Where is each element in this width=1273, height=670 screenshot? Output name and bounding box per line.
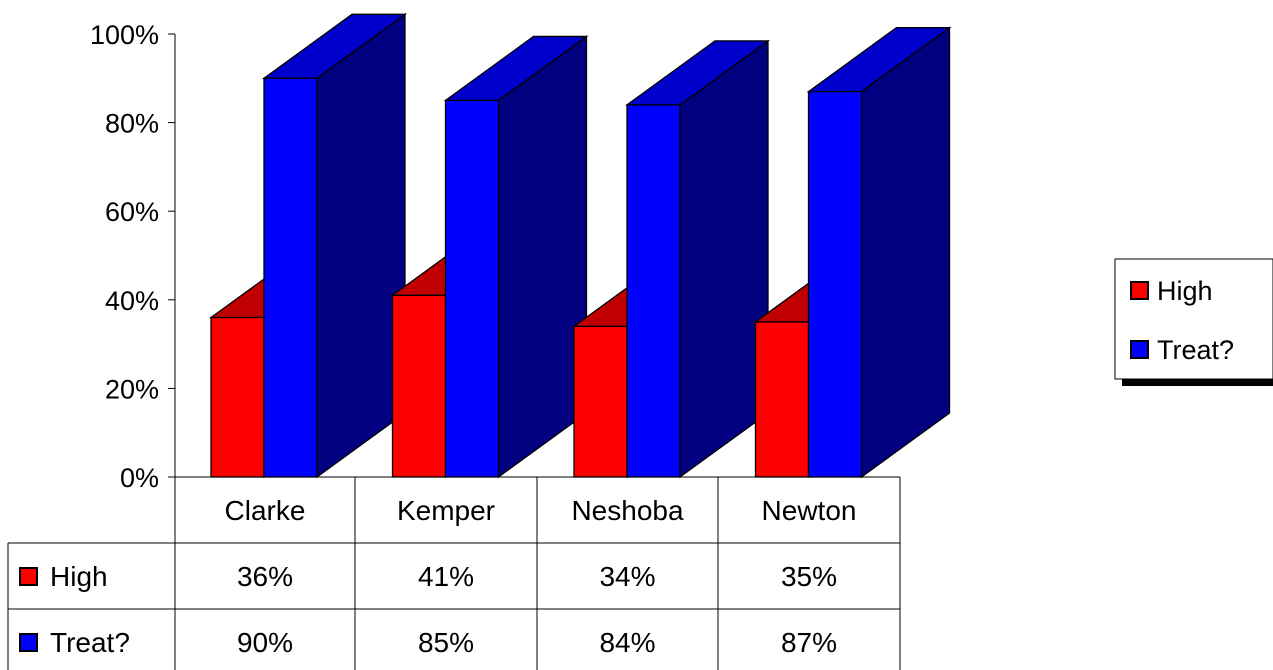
bar-treat-newton bbox=[806, 26, 952, 479]
y-tick-label: 100% bbox=[90, 20, 159, 50]
bar-front-face bbox=[573, 325, 628, 478]
bar-side-face bbox=[679, 39, 769, 479]
bar-side-face bbox=[860, 26, 951, 479]
bar-side-face bbox=[497, 35, 588, 479]
bar-front-face bbox=[210, 316, 265, 478]
table-cell-value: 84% bbox=[599, 627, 655, 658]
bar-treat-neshoba bbox=[625, 39, 770, 479]
bars bbox=[209, 13, 952, 479]
y-tick-label: 40% bbox=[105, 286, 159, 316]
table-header-clarke: Clarke bbox=[225, 495, 306, 526]
data-table: Clarke Kemper Neshoba Newton High 36% 41% 34% 35… bbox=[7, 476, 901, 670]
table-row-label: Treat? bbox=[50, 627, 130, 658]
bar-treat-clarke bbox=[262, 13, 407, 479]
table-cell-value: 90% bbox=[237, 627, 293, 658]
table-row-label: High bbox=[50, 561, 108, 592]
table-cell-value: 87% bbox=[781, 627, 837, 658]
y-axis: 0% 20% 40% 60% 80% 100% bbox=[90, 20, 176, 493]
table-legend-key bbox=[19, 633, 38, 652]
bar-treat-kemper bbox=[443, 35, 589, 479]
table-cell-value: 35% bbox=[781, 561, 837, 592]
legend-entry: High bbox=[1157, 276, 1213, 306]
y-tick-label: 60% bbox=[105, 197, 159, 227]
legend-key bbox=[1130, 340, 1149, 359]
legend: High Treat? bbox=[1114, 258, 1273, 386]
bar-front-face bbox=[444, 99, 500, 478]
legend-key bbox=[1130, 281, 1149, 300]
bar-front-face bbox=[807, 90, 863, 478]
table-cell-value: 36% bbox=[237, 561, 293, 592]
table-cell-value: 85% bbox=[418, 627, 474, 658]
bar-front-face bbox=[754, 321, 810, 478]
table-header-newton: Newton bbox=[762, 495, 857, 526]
legend-entry: Treat? bbox=[1157, 335, 1234, 365]
y-tick-label: 20% bbox=[105, 374, 159, 404]
table-header-neshoba: Neshoba bbox=[571, 495, 684, 526]
y-tick-label: 80% bbox=[105, 109, 159, 139]
bar-front-face bbox=[391, 294, 447, 478]
bar-side-face bbox=[316, 13, 406, 479]
bar-front-face bbox=[626, 104, 681, 478]
bar-front-face bbox=[263, 77, 318, 478]
table-header-kemper: Kemper bbox=[397, 495, 495, 526]
y-tick-label: 0% bbox=[120, 463, 159, 493]
table-legend-key bbox=[19, 567, 38, 586]
table-cell-value: 41% bbox=[418, 561, 474, 592]
table-cell-value: 34% bbox=[599, 561, 655, 592]
